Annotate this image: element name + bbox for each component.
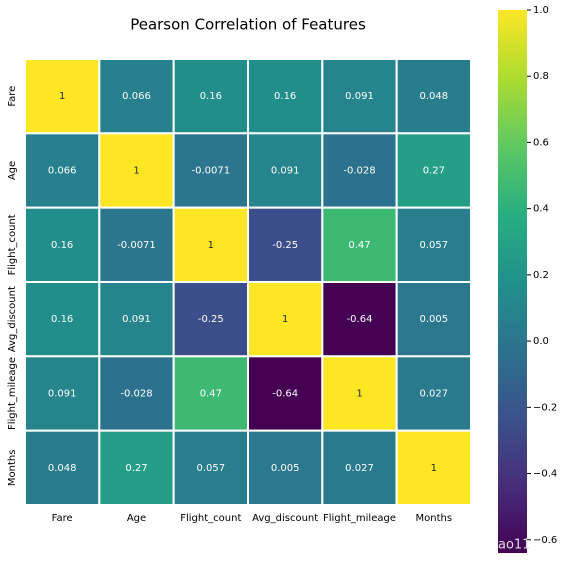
cell-label: -0.0071 xyxy=(117,240,156,251)
heatmap-cell xyxy=(247,132,324,209)
colorbar-tick-label: 0.0 xyxy=(533,336,549,347)
heatmap-cell xyxy=(247,206,324,284)
cell-label: 1 xyxy=(431,463,437,474)
heatmap-cell xyxy=(98,58,175,135)
x-tick-label: Age xyxy=(127,513,146,524)
cell-label: 0.066 xyxy=(48,166,77,177)
heatmap-cell xyxy=(24,281,101,358)
heatmap-cell xyxy=(395,355,472,432)
heatmap-cell xyxy=(321,429,398,506)
colorbar-tick-label: 0.6 xyxy=(533,137,549,148)
heatmap-cell xyxy=(395,132,472,209)
x-tick-label: Fare xyxy=(52,513,73,524)
cell-label: 1 xyxy=(133,166,139,177)
heatmap-cell xyxy=(24,58,101,135)
cell-label: 1 xyxy=(356,389,362,400)
cell-label: 0.091 xyxy=(271,166,300,177)
cell-label: 0.066 xyxy=(122,91,151,102)
heatmap-cell xyxy=(24,429,101,506)
heatmap-cell xyxy=(172,355,250,432)
cell-label: 0.27 xyxy=(423,166,445,177)
heatmap-cell xyxy=(247,429,324,506)
heatmap-cell xyxy=(172,281,250,358)
cell-label: 0.47 xyxy=(200,389,222,400)
cell-label: -0.028 xyxy=(343,166,375,177)
cell-label: 0.057 xyxy=(197,463,226,474)
cell-label: 0.091 xyxy=(122,314,151,325)
heatmap-cell xyxy=(98,281,175,358)
colorbar-tick-label: −0.4 xyxy=(533,469,557,480)
colorbar xyxy=(498,10,527,553)
cell-label: 0.091 xyxy=(345,91,374,102)
heatmap-cell xyxy=(321,281,398,358)
cell-label: -0.0071 xyxy=(192,166,231,177)
cell-label: 0.091 xyxy=(48,389,77,400)
y-tick-label: Age xyxy=(7,161,18,180)
cell-label: 0.16 xyxy=(51,240,73,251)
cell-label: 1 xyxy=(59,91,65,102)
cell-label: 1 xyxy=(208,240,214,251)
cell-label: 0.005 xyxy=(271,463,300,474)
cell-label: -0.64 xyxy=(272,389,298,400)
y-tick-label: Fare xyxy=(7,86,18,107)
cell-label: 0.057 xyxy=(420,240,449,251)
colorbar-tick-label: 0.4 xyxy=(533,204,549,215)
cell-label: -0.25 xyxy=(272,240,298,251)
y-tick-label: Months xyxy=(7,450,18,487)
heatmap-cell xyxy=(395,58,472,135)
heatmap-cell xyxy=(98,132,175,209)
cell-label: 0.47 xyxy=(348,240,370,251)
x-tick-label: Months xyxy=(416,513,453,524)
cell-label: 0.27 xyxy=(125,463,147,474)
colorbar-tick-label: 0.8 xyxy=(533,71,549,82)
cell-label: 0.005 xyxy=(420,314,449,325)
heatmap-cell xyxy=(247,355,324,432)
heatmap-cell xyxy=(321,206,398,284)
y-tick-label: Avg_discount xyxy=(7,286,18,352)
cell-label: 0.027 xyxy=(420,389,449,400)
x-tick-label: Flight_mileage xyxy=(323,513,396,524)
chart-title: Pearson Correlation of Features xyxy=(130,16,366,34)
cell-label: 0.048 xyxy=(48,463,77,474)
cell-label: 0.027 xyxy=(345,463,374,474)
colorbar-tick-label: −0.6 xyxy=(533,535,557,546)
heatmap-cell xyxy=(395,206,472,284)
heatmap-cell xyxy=(395,429,472,506)
colorbar-tick-label: 1.0 xyxy=(533,5,549,16)
y-tick-label: Flight_count xyxy=(7,214,18,275)
cell-label: 0.048 xyxy=(420,91,449,102)
heatmap-cell xyxy=(247,281,324,358)
cell-label: -0.64 xyxy=(347,314,373,325)
heatmap-cell xyxy=(98,206,175,284)
cell-label: 0.16 xyxy=(51,314,73,325)
cell-label: 0.16 xyxy=(200,91,222,102)
colorbar-tick-label: −0.2 xyxy=(533,402,557,413)
watermark: ao11 xyxy=(498,538,530,553)
cell-label: -0.25 xyxy=(198,314,224,325)
colorbar-tick-label: 0.2 xyxy=(533,270,549,281)
x-tick-label: Flight_count xyxy=(180,513,241,524)
heatmap-cell xyxy=(395,281,472,358)
cell-label: 0.16 xyxy=(274,91,296,102)
cell-label: 1 xyxy=(282,314,288,325)
y-tick-label: Flight_mileage xyxy=(7,357,18,430)
heatmap-cell xyxy=(321,355,398,432)
cell-label: -0.028 xyxy=(120,389,152,400)
x-tick-label: Avg_discount xyxy=(252,513,318,524)
